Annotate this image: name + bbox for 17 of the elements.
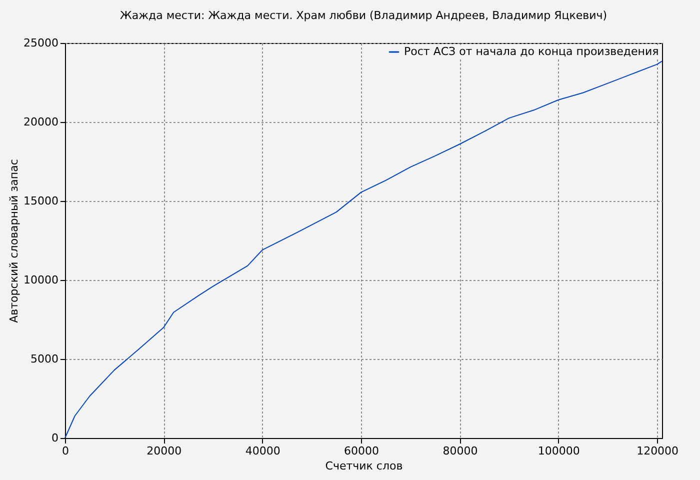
chart-title: Жажда мести: Жажда мести. Храм любви (Владимир Андреев, Владимир Яцкевич) (120, 9, 608, 22)
x-tick-label: 60000 (344, 444, 380, 458)
y-tick-label: 25000 (24, 36, 58, 50)
y-tick-label: 10000 (24, 274, 58, 286)
y-tick-label: 0 (52, 432, 58, 444)
x-tick-label: 80000 (442, 444, 478, 458)
y-tick-label: 20000 (24, 116, 58, 128)
x-tick-label: 100000 (538, 444, 580, 458)
x-tick-label: 40000 (245, 444, 280, 458)
x-tick-label: 0 (62, 444, 69, 458)
y-axis-title: Авторский словарный запас (8, 159, 21, 323)
x-tick-label: 20000 (146, 444, 182, 458)
y-tick-label: 15000 (24, 194, 58, 208)
y-tick-label: 5000 (30, 352, 58, 366)
legend-label: Рост АСЗ от начала до конца произведения (404, 45, 659, 58)
x-axis-title: Счетчик слов (325, 460, 403, 472)
x-tick-label: 120000 (636, 444, 679, 458)
